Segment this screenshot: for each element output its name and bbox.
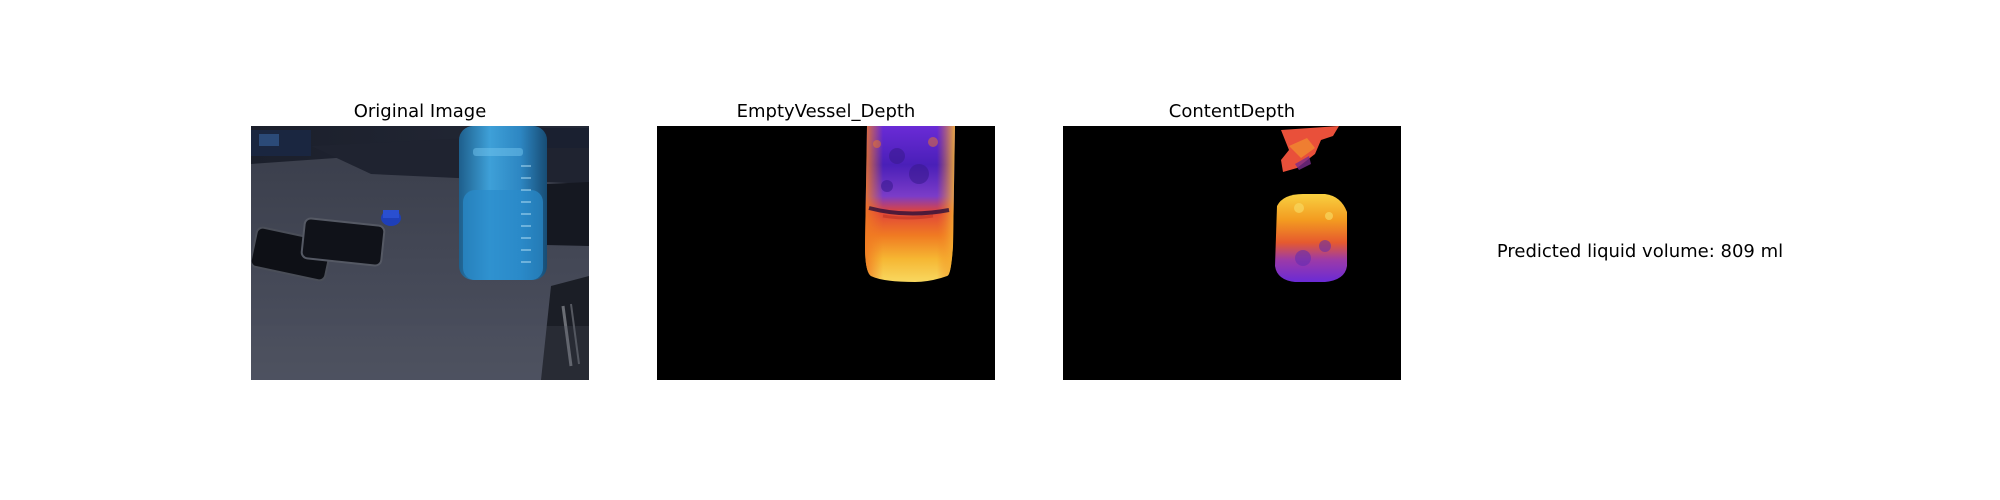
empty-vessel-depth-heatmap	[657, 126, 995, 380]
content-depth-panel: ContentDepth	[1063, 101, 1401, 381]
content-depth-map	[1063, 126, 1401, 380]
original-image-title: Original Image	[353, 101, 487, 122]
content-depth-heatmap	[1063, 126, 1401, 380]
content-depth-title: ContentDepth	[1168, 101, 1296, 122]
empty-vessel-depth-title: EmptyVessel_Depth	[736, 101, 916, 122]
empty-vessel-depth-map	[657, 126, 995, 380]
original-image-photo	[251, 126, 589, 380]
original-image-panel: Original Image	[251, 101, 589, 381]
empty-vessel-depth-panel: EmptyVessel_Depth	[657, 101, 995, 381]
original-image	[251, 126, 589, 380]
predicted-volume-text: Predicted liquid volume: 809 ml	[1496, 241, 1784, 262]
